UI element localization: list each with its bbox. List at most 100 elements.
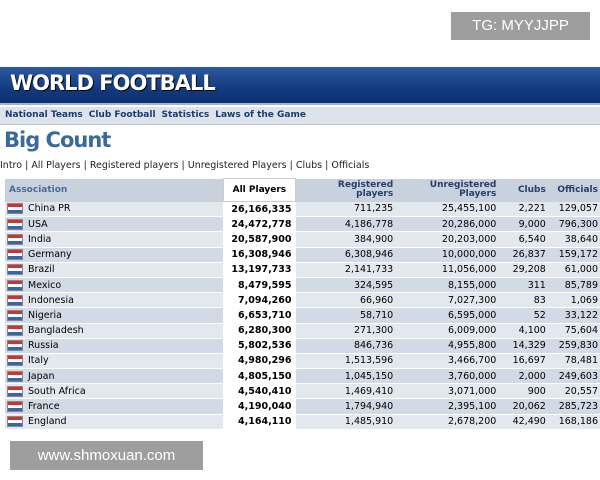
cell: 846,736 — [295, 338, 396, 354]
cell: 11,056,000 — [395, 262, 499, 278]
cell: 4,540,410 — [223, 383, 296, 400]
cell: Brazil — [5, 262, 224, 278]
country-name: Russia — [28, 340, 59, 352]
table-row: Russia 5,802,536 846,736 4,955,800 14,329 259… — [5, 338, 600, 354]
cell: 2,141,733 — [295, 262, 396, 278]
cell: 38,640 — [547, 231, 600, 248]
flag-icon — [7, 309, 23, 321]
table-row: South Africa 4,540,410 1,469,410 3,071,000 9… — [5, 383, 600, 400]
flag-icon — [7, 264, 23, 276]
country-name: Bangladesh — [28, 325, 84, 337]
cell: 8,479,595 — [223, 277, 296, 294]
column-header: Officials — [547, 178, 600, 202]
page-title: Big Count — [4, 128, 111, 152]
cell: 3,466,700 — [395, 353, 499, 370]
cell: Mexico — [5, 277, 224, 294]
cell: 58,710 — [295, 307, 396, 324]
country-name: Germany — [28, 249, 72, 261]
cell: 384,900 — [295, 231, 396, 248]
cell: 4,190,040 — [223, 398, 296, 415]
column-header: Clubs — [498, 178, 548, 202]
table-row: Bangladesh 6,280,300 271,300 6,009,000 4,100… — [5, 323, 600, 339]
column-header: Association — [5, 178, 224, 202]
watermark: TG: MYYJJPP — [451, 12, 590, 40]
table-row: Nigeria 6,653,710 58,710 6,595,000 52 33,122 — [5, 307, 600, 324]
cell: France — [5, 398, 224, 415]
flag-icon — [7, 233, 23, 245]
cell: 4,100 — [498, 323, 548, 339]
cell: 271,300 — [295, 323, 396, 339]
sub-nav-link[interactable]: Intro — [0, 160, 23, 171]
cell: 1,513,596 — [295, 353, 396, 370]
flag-icon — [7, 279, 23, 291]
cell: 20,062 — [498, 398, 548, 415]
nav-link[interactable]: Statistics — [161, 110, 210, 120]
cell: Italy — [5, 353, 224, 370]
cell: 2,000 — [498, 368, 548, 385]
flag-icon — [7, 355, 23, 367]
logo: WORLD FOOTBALL — [10, 71, 216, 95]
cell: 4,805,150 — [223, 368, 296, 385]
cell: 3,760,000 — [395, 368, 499, 385]
nav-link[interactable]: Club Football — [88, 110, 156, 120]
cell: 75,604 — [547, 323, 600, 339]
cell: 26,837 — [498, 247, 548, 263]
sub-nav-link[interactable]: Registered players — [89, 160, 179, 171]
cell: 285,723 — [547, 398, 600, 415]
flag-icon — [7, 294, 23, 306]
cell: 13,197,733 — [223, 262, 296, 278]
cell: 6,595,000 — [395, 307, 499, 324]
country-name: South Africa — [28, 385, 86, 397]
country-name: France — [28, 401, 60, 413]
cell: 6,540 — [498, 231, 548, 248]
cell: 20,286,000 — [395, 216, 499, 233]
country-name: Italy — [28, 355, 49, 367]
cell: Nigeria — [5, 307, 224, 324]
cell: 20,203,000 — [395, 231, 499, 248]
watermark: www.shmoxuan.com — [10, 441, 203, 470]
cell: 1,045,150 — [295, 368, 396, 385]
cell: South Africa — [5, 383, 224, 400]
cell: 168,186 — [547, 414, 600, 430]
sub-nav-link[interactable]: All Players — [31, 160, 81, 171]
table-row: Indonesia 7,094,260 66,960 7,027,300 83 1,069 — [5, 292, 600, 309]
sub-nav-link[interactable]: Officials — [331, 160, 370, 171]
cell: England — [5, 414, 224, 430]
nav-link[interactable]: National Teams — [5, 110, 83, 120]
sub-nav-link[interactable]: Clubs — [295, 160, 323, 171]
cell: Indonesia — [5, 292, 224, 309]
flag-icon — [7, 203, 23, 215]
cell: 33,122 — [547, 307, 600, 324]
table-row: Mexico 8,479,595 324,595 8,155,000 311 85,789 — [5, 277, 600, 294]
country-name: USA — [28, 218, 48, 230]
sub-nav-link[interactable]: Unregistered Players — [187, 160, 287, 171]
table-row: India 20,587,900 384,900 20,203,000 6,540 38,… — [5, 231, 600, 248]
cell: 159,172 — [547, 247, 600, 263]
cell: 6,009,000 — [395, 323, 499, 339]
cell: USA — [5, 216, 224, 233]
banner: WORLD FOOTBALL — [0, 67, 600, 105]
table-row: Japan 4,805,150 1,045,150 3,760,000 2,000 249… — [5, 368, 600, 385]
country-name: India — [28, 233, 52, 245]
cell: 61,000 — [547, 262, 600, 278]
cell: 20,557 — [547, 383, 600, 400]
flag-icon — [7, 249, 23, 261]
country-name: Japan — [28, 370, 55, 382]
column-header: All Players — [222, 178, 297, 202]
cell: 6,280,300 — [223, 323, 296, 339]
cell: 1,469,410 — [295, 383, 396, 400]
cell: 259,830 — [547, 338, 600, 354]
cell: 796,300 — [547, 216, 600, 233]
cell: 324,595 — [295, 277, 396, 294]
cell: 900 — [498, 383, 548, 400]
country-name: England — [28, 416, 67, 428]
cell: 249,603 — [547, 368, 600, 385]
nav-link[interactable]: Laws of the Game — [215, 110, 306, 120]
flag-icon — [7, 401, 23, 413]
cell: Germany — [5, 247, 224, 263]
cell: 5,802,536 — [223, 338, 296, 354]
cell: 6,653,710 — [223, 307, 296, 324]
cell: 52 — [498, 307, 548, 324]
cell: 8,155,000 — [395, 277, 499, 294]
table-row: Brazil 13,197,733 2,141,733 11,056,000 29,20… — [5, 262, 600, 278]
